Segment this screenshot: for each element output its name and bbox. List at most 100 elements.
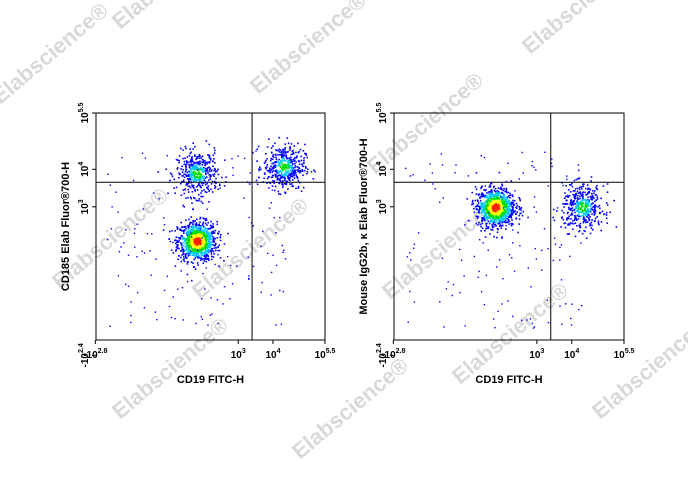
event-dot xyxy=(534,248,536,250)
event-dot xyxy=(497,310,499,312)
event-dot xyxy=(180,229,182,231)
event-dot xyxy=(178,239,180,242)
event-dot xyxy=(278,164,281,167)
event-dot xyxy=(487,193,490,196)
event-dot xyxy=(192,225,195,228)
event-dot xyxy=(586,192,589,195)
event-dot xyxy=(494,221,496,223)
event-dot xyxy=(491,198,494,200)
event-dot xyxy=(289,183,291,185)
event-dot xyxy=(498,207,500,209)
event-dot xyxy=(214,169,216,171)
event-dot xyxy=(181,287,184,289)
event-dot xyxy=(483,195,485,198)
event-dot xyxy=(165,168,167,171)
event-dot xyxy=(502,205,504,208)
event-dot xyxy=(198,234,201,236)
event-dot xyxy=(264,153,267,155)
event-dot xyxy=(175,186,178,189)
event-dot xyxy=(578,202,580,204)
event-dot xyxy=(198,193,200,196)
event-dot xyxy=(204,236,206,239)
event-dot xyxy=(243,157,246,159)
event-dot xyxy=(262,230,264,233)
event-dot xyxy=(581,215,583,217)
event-dot xyxy=(494,188,497,190)
event-dot xyxy=(486,203,489,205)
event-dot xyxy=(484,185,486,187)
watermark-text: Elabscience® xyxy=(245,0,371,99)
event-dot xyxy=(170,316,173,319)
event-dot xyxy=(409,290,411,293)
event-dot xyxy=(263,177,265,180)
event-dot xyxy=(478,210,480,212)
event-dot xyxy=(290,165,293,167)
event-dot xyxy=(591,219,593,221)
event-dot xyxy=(491,225,494,228)
event-dot xyxy=(501,183,503,186)
event-dot xyxy=(182,204,184,207)
event-dot xyxy=(190,261,193,263)
event-dot xyxy=(229,298,231,300)
event-dot xyxy=(487,213,490,215)
event-dot xyxy=(182,252,184,254)
event-dot xyxy=(499,212,502,214)
event-dot xyxy=(270,294,272,296)
event-dot xyxy=(156,318,158,321)
y-tick-label: 103 xyxy=(376,199,389,214)
event-dot xyxy=(203,226,206,229)
event-dot xyxy=(282,184,284,187)
event-dot xyxy=(484,214,487,217)
event-dot xyxy=(143,307,146,309)
event-dot xyxy=(267,252,269,255)
event-dot xyxy=(494,195,497,198)
event-dot xyxy=(189,249,192,252)
event-dot xyxy=(195,180,197,182)
event-dot xyxy=(595,186,597,189)
event-dot xyxy=(409,252,411,254)
event-dot xyxy=(204,160,206,162)
event-dot xyxy=(202,234,205,236)
event-dot xyxy=(494,210,496,213)
event-dot xyxy=(199,238,201,240)
event-dot xyxy=(198,247,200,249)
event-dot xyxy=(495,205,498,208)
event-dot xyxy=(577,194,579,197)
event-dot xyxy=(198,255,201,258)
event-dot xyxy=(270,151,273,153)
event-dot xyxy=(484,194,486,197)
event-dot xyxy=(183,205,185,208)
event-dot xyxy=(493,221,495,223)
event-dot xyxy=(192,185,194,187)
event-dot xyxy=(170,249,173,251)
event-dot xyxy=(214,182,216,184)
event-dot xyxy=(564,192,566,194)
event-dot xyxy=(197,184,199,187)
event-dot xyxy=(473,207,475,210)
event-dot xyxy=(293,162,296,165)
event-dot xyxy=(471,191,473,194)
event-dot xyxy=(486,222,488,224)
event-dot xyxy=(213,241,215,243)
event-dot xyxy=(203,260,206,262)
event-dot xyxy=(204,169,207,172)
event-dot xyxy=(195,253,198,255)
x-tick-label: 104 xyxy=(564,348,579,361)
event-dot xyxy=(574,188,577,190)
event-dot xyxy=(278,136,281,139)
event-dot xyxy=(203,246,206,249)
event-dot xyxy=(226,256,229,258)
event-dot xyxy=(490,211,492,214)
event-dot xyxy=(206,246,208,249)
event-dot xyxy=(582,202,585,204)
event-dot xyxy=(515,202,518,205)
event-dot xyxy=(488,222,491,225)
dot-cloud-right xyxy=(404,151,618,329)
event-dot xyxy=(586,209,588,212)
event-dot xyxy=(187,228,189,231)
event-dot xyxy=(484,213,486,216)
event-dot xyxy=(219,236,222,239)
event-dot xyxy=(286,180,288,182)
event-dot xyxy=(480,187,482,190)
event-dot xyxy=(566,233,569,235)
